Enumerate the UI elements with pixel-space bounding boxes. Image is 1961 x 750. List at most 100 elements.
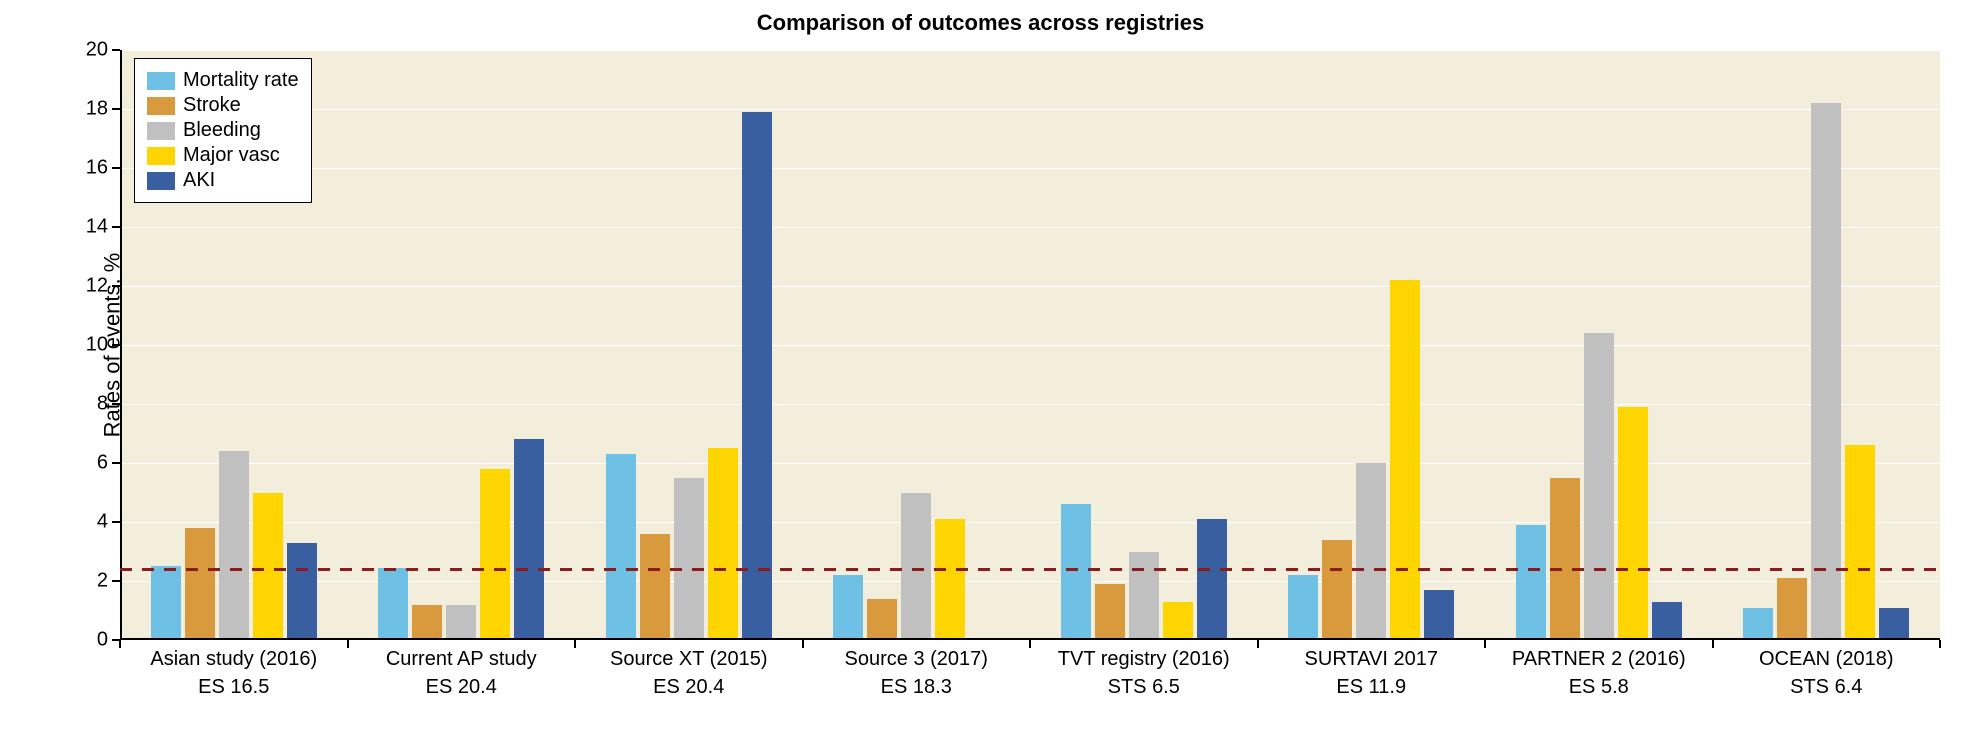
x-group-label-line1: Source 3 (2017) (805, 645, 1029, 673)
reference-line (120, 568, 1940, 571)
x-group-label-line2: ES 20.4 (577, 673, 801, 701)
bar (1811, 103, 1841, 640)
legend-label: Stroke (183, 94, 241, 117)
legend-label: AKI (183, 169, 215, 192)
bar (867, 599, 897, 640)
y-tick-label: 14 (86, 216, 108, 239)
bar (1516, 525, 1546, 640)
x-group-label-line2: ES 20.4 (350, 673, 574, 701)
legend-swatch (147, 122, 175, 140)
x-group-label: Asian study (2016)ES 16.5 (122, 645, 346, 701)
legend-item: AKI (147, 169, 299, 192)
y-tick-mark (112, 580, 120, 582)
legend-item: Major vasc (147, 144, 299, 167)
y-tick-label: 12 (86, 275, 108, 298)
bar (480, 469, 510, 640)
bar (1879, 608, 1909, 640)
x-group-label: Source XT (2015)ES 20.4 (577, 645, 801, 701)
bar (674, 478, 704, 640)
x-group-label-line2: STS 6.4 (1715, 673, 1939, 701)
x-group-label-line1: PARTNER 2 (2016) (1487, 645, 1711, 673)
bar (378, 568, 408, 640)
bar (708, 448, 738, 640)
x-group-label-line2: STS 6.5 (1032, 673, 1256, 701)
x-group-label: Source 3 (2017)ES 18.3 (805, 645, 1029, 701)
x-group-label-line2: ES 18.3 (805, 673, 1029, 701)
y-tick-label: 4 (97, 511, 108, 534)
bar (935, 519, 965, 640)
bar (1777, 578, 1807, 640)
bar (219, 451, 249, 640)
bar (1390, 280, 1420, 640)
x-group-label-line2: ES 5.8 (1487, 673, 1711, 701)
bar (833, 575, 863, 640)
plot-area: Mortality rateStrokeBleedingMajor vascAK… (120, 50, 1940, 640)
bar (1129, 552, 1159, 641)
x-group-label: Current AP studyES 20.4 (350, 645, 574, 701)
legend-item: Bleeding (147, 119, 299, 142)
y-tick-mark (112, 285, 120, 287)
x-group-label: SURTAVI 2017ES 11.9 (1260, 645, 1484, 701)
bar (1163, 602, 1193, 640)
bar (1424, 590, 1454, 640)
y-axis: Rates of events, % 02468101214161820 (0, 50, 120, 640)
y-tick-label: 18 (86, 98, 108, 121)
x-group-label: TVT registry (2016)STS 6.5 (1032, 645, 1256, 701)
chart-title: Comparison of outcomes across registries (0, 10, 1961, 36)
bar (1356, 463, 1386, 640)
bar (606, 454, 636, 640)
y-tick-mark (112, 521, 120, 523)
x-group-label-line1: TVT registry (2016) (1032, 645, 1256, 673)
x-group-label-line1: Asian study (2016) (122, 645, 346, 673)
chart-container: Comparison of outcomes across registries… (0, 0, 1961, 750)
bar (412, 605, 442, 640)
x-group-label: PARTNER 2 (2016)ES 5.8 (1487, 645, 1711, 701)
y-tick-mark (112, 403, 120, 405)
bar (1618, 407, 1648, 640)
x-group-label-line1: Source XT (2015) (577, 645, 801, 673)
bar (1322, 540, 1352, 640)
y-tick-label: 20 (86, 39, 108, 62)
bar (514, 439, 544, 640)
x-group-label-line2: ES 11.9 (1260, 673, 1484, 701)
legend-item: Stroke (147, 94, 299, 117)
y-tick-label: 6 (97, 452, 108, 475)
bar (1197, 519, 1227, 640)
bar (185, 528, 215, 640)
bar (1584, 333, 1614, 640)
y-tick-label: 0 (97, 629, 108, 652)
bar (1550, 478, 1580, 640)
bar (1845, 445, 1875, 640)
legend-swatch (147, 147, 175, 165)
bar (1743, 608, 1773, 640)
x-group-label: OCEAN (2018)STS 6.4 (1715, 645, 1939, 701)
y-tick-mark (112, 226, 120, 228)
legend-swatch (147, 72, 175, 90)
y-axis-line (120, 50, 122, 640)
y-tick-mark (112, 462, 120, 464)
x-group-label-line1: OCEAN (2018) (1715, 645, 1939, 673)
y-tick-mark (112, 108, 120, 110)
legend-label: Mortality rate (183, 69, 299, 92)
legend-swatch (147, 97, 175, 115)
legend-item: Mortality rate (147, 69, 299, 92)
legend-label: Bleeding (183, 119, 261, 142)
x-group-label-line1: Current AP study (350, 645, 574, 673)
y-tick-mark (112, 344, 120, 346)
x-group-label-line2: ES 16.5 (122, 673, 346, 701)
legend-label: Major vasc (183, 144, 280, 167)
bar (1288, 575, 1318, 640)
bar (1061, 504, 1091, 640)
bars-layer (120, 50, 1940, 640)
y-tick-label: 8 (97, 393, 108, 416)
y-tick-mark (112, 167, 120, 169)
y-tick-label: 10 (86, 334, 108, 357)
bar (253, 493, 283, 641)
bar (446, 605, 476, 640)
bar (1652, 602, 1682, 640)
bar (151, 566, 181, 640)
y-tick-mark (112, 49, 120, 51)
y-tick-label: 16 (86, 157, 108, 180)
bar (1095, 584, 1125, 640)
bar (742, 112, 772, 640)
